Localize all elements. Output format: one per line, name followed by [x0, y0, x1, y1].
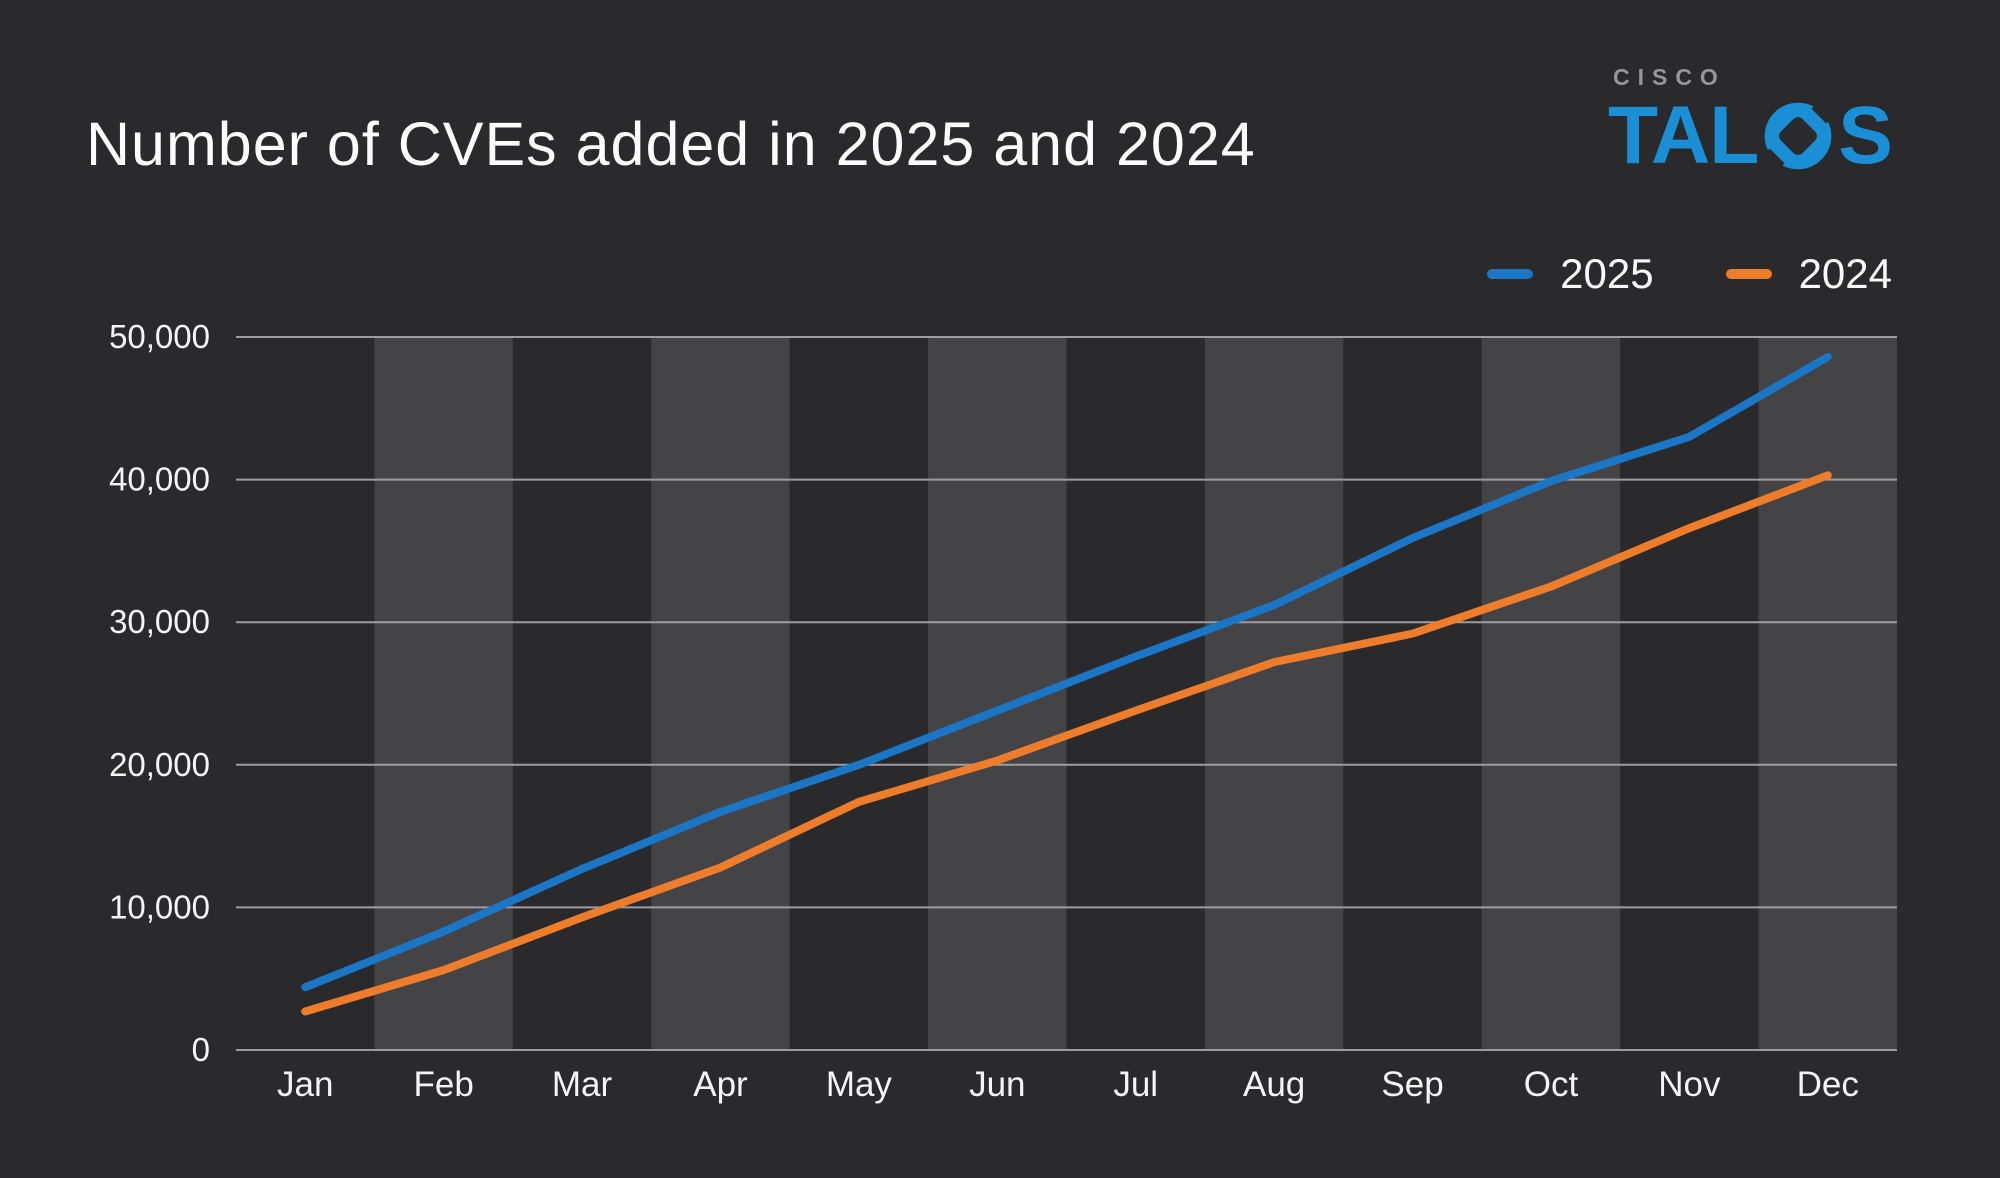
- y-tick-label: 20,000: [109, 746, 210, 783]
- cisco-talos-logo: CISCO TAL S: [1607, 64, 1893, 181]
- series-line-2024: [301, 471, 1832, 1016]
- legend-item-2024: 2024: [1725, 250, 1892, 298]
- month-band: [1758, 337, 1897, 1050]
- x-tick-label: Dec: [1797, 1065, 1859, 1104]
- x-tick-label: Sep: [1381, 1065, 1443, 1104]
- x-tick-label: Jun: [969, 1065, 1025, 1104]
- x-tick-label: Feb: [413, 1065, 473, 1104]
- x-tick-label: Jul: [1113, 1065, 1158, 1104]
- talos-wordmark-text: TAL: [1607, 90, 1759, 181]
- month-band: [651, 337, 790, 1050]
- x-tick-label: Jan: [277, 1065, 333, 1104]
- y-tick-label: 30,000: [109, 603, 210, 640]
- y-tick-label: 0: [192, 1031, 210, 1068]
- y-tick-label: 40,000: [109, 461, 210, 498]
- x-tick-label: Mar: [552, 1065, 613, 1104]
- series-line-2025: [301, 352, 1832, 992]
- talos-wordmark: TAL S: [1607, 90, 1893, 181]
- y-tick-label: 10,000: [109, 888, 210, 925]
- x-tick-label: Oct: [1524, 1065, 1579, 1104]
- x-tick-label: Nov: [1658, 1065, 1721, 1104]
- legend-label-2025: 2025: [1560, 250, 1654, 297]
- talos-wordmark-text: S: [1838, 90, 1893, 181]
- month-band: [1481, 337, 1621, 1050]
- cisco-wordmark: CISCO: [1612, 64, 1726, 90]
- month-band: [1204, 337, 1344, 1050]
- x-tick-label: May: [826, 1065, 893, 1104]
- talos-o-icon: [1764, 102, 1832, 170]
- legend-label-2024: 2024: [1798, 250, 1892, 297]
- page-title: Number of CVEs added in 2025 and 2024: [86, 110, 1256, 178]
- legend-item-2025: 2025: [1487, 250, 1654, 298]
- x-tick-label: Apr: [693, 1065, 748, 1104]
- chart-legend: 2025 2024: [1487, 250, 1892, 298]
- x-tick-label: Aug: [1243, 1065, 1305, 1104]
- month-band: [374, 337, 513, 1050]
- y-tick-label: 50,000: [109, 318, 210, 355]
- legend-swatch-2025: [1487, 269, 1534, 279]
- legend-swatch-2024: [1725, 269, 1772, 279]
